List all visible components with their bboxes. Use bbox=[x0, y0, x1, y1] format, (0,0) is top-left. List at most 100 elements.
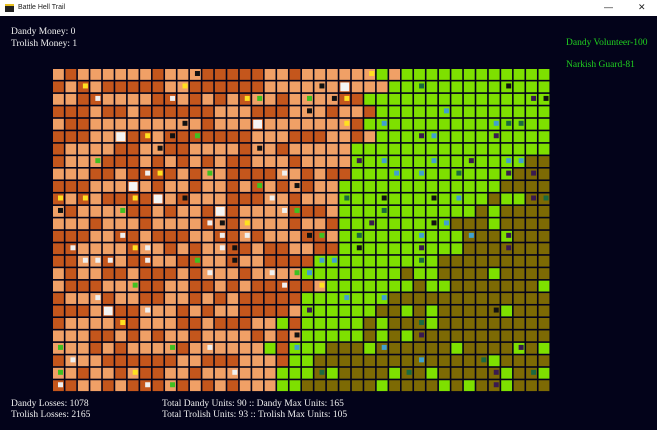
tile bbox=[127, 168, 139, 180]
tile bbox=[513, 230, 525, 242]
tile bbox=[90, 168, 102, 180]
tile bbox=[351, 268, 363, 280]
tile bbox=[401, 255, 413, 267]
tile bbox=[438, 380, 450, 392]
tile bbox=[389, 106, 400, 118]
unit bbox=[282, 207, 288, 213]
tile bbox=[326, 69, 338, 80]
tile bbox=[90, 243, 102, 255]
tile bbox=[302, 118, 313, 130]
tile bbox=[277, 293, 288, 304]
tile bbox=[202, 380, 214, 392]
tile bbox=[476, 168, 488, 180]
tile bbox=[501, 367, 513, 379]
tile bbox=[264, 380, 276, 392]
tile bbox=[314, 318, 326, 329]
tile bbox=[127, 131, 139, 143]
tile bbox=[189, 293, 201, 304]
tile bbox=[538, 106, 550, 118]
unit bbox=[431, 220, 437, 226]
tile bbox=[202, 118, 214, 130]
tile bbox=[376, 318, 388, 329]
unit bbox=[294, 332, 300, 338]
tile bbox=[152, 255, 164, 267]
tile bbox=[426, 168, 438, 180]
tile bbox=[152, 342, 164, 354]
tile bbox=[488, 93, 500, 105]
tile bbox=[488, 69, 500, 80]
tile bbox=[488, 156, 500, 167]
tile bbox=[488, 193, 500, 205]
tile bbox=[326, 81, 338, 93]
tile bbox=[152, 106, 164, 118]
tile bbox=[326, 342, 338, 354]
minimize-button[interactable]: — bbox=[604, 2, 613, 12]
tile bbox=[239, 293, 251, 304]
tile bbox=[214, 305, 226, 317]
unit bbox=[319, 257, 325, 263]
tile bbox=[526, 380, 537, 392]
tile bbox=[115, 93, 127, 105]
unit bbox=[145, 257, 151, 263]
dandy-unit-button[interactable]: Dandy Volunteer-100 bbox=[566, 38, 648, 48]
tile bbox=[339, 280, 351, 292]
tile bbox=[264, 305, 276, 317]
unit bbox=[319, 232, 325, 238]
tile bbox=[77, 330, 89, 342]
tile bbox=[376, 81, 388, 93]
tile bbox=[177, 143, 189, 155]
tile bbox=[77, 143, 89, 155]
tile bbox=[189, 367, 201, 379]
tile bbox=[214, 93, 226, 105]
tile bbox=[351, 293, 363, 304]
tile bbox=[501, 255, 513, 267]
tile bbox=[239, 355, 251, 367]
tile bbox=[102, 106, 114, 118]
tile bbox=[264, 293, 276, 304]
tile bbox=[189, 280, 201, 292]
tile bbox=[177, 305, 189, 317]
tile bbox=[513, 143, 525, 155]
tile bbox=[77, 106, 89, 118]
tile bbox=[140, 93, 151, 105]
tile bbox=[53, 168, 64, 180]
tile bbox=[264, 230, 276, 242]
close-button[interactable]: ✕ bbox=[638, 2, 646, 12]
unit bbox=[194, 133, 200, 139]
title-bar: Battle Hell Trail — ✕ bbox=[0, 0, 657, 16]
tile bbox=[65, 81, 77, 93]
tile bbox=[127, 268, 139, 280]
tile bbox=[77, 69, 89, 80]
tile bbox=[326, 268, 338, 280]
tile bbox=[115, 193, 127, 205]
tile bbox=[326, 218, 338, 230]
unit bbox=[344, 295, 350, 301]
tile bbox=[376, 93, 388, 105]
tile bbox=[513, 330, 525, 342]
tile bbox=[376, 280, 388, 292]
tile bbox=[202, 181, 214, 192]
tile bbox=[90, 230, 102, 242]
tile bbox=[177, 330, 189, 342]
unit bbox=[344, 195, 350, 201]
unit bbox=[506, 158, 512, 164]
tile bbox=[102, 69, 114, 80]
narkish-unit-button[interactable]: Narkish Guard-81 bbox=[566, 60, 635, 70]
tile bbox=[513, 355, 525, 367]
tile bbox=[152, 330, 164, 342]
tile bbox=[289, 318, 301, 329]
tile bbox=[314, 181, 326, 192]
tile bbox=[202, 81, 214, 93]
tile bbox=[152, 318, 164, 329]
tile bbox=[90, 355, 102, 367]
tile bbox=[538, 69, 550, 80]
tile bbox=[189, 181, 201, 192]
tile bbox=[401, 156, 413, 167]
unit bbox=[194, 71, 200, 76]
tile bbox=[538, 330, 550, 342]
tile bbox=[264, 355, 276, 367]
tile bbox=[140, 342, 151, 354]
unit bbox=[443, 220, 449, 226]
tile bbox=[414, 380, 425, 392]
tile bbox=[501, 305, 513, 317]
